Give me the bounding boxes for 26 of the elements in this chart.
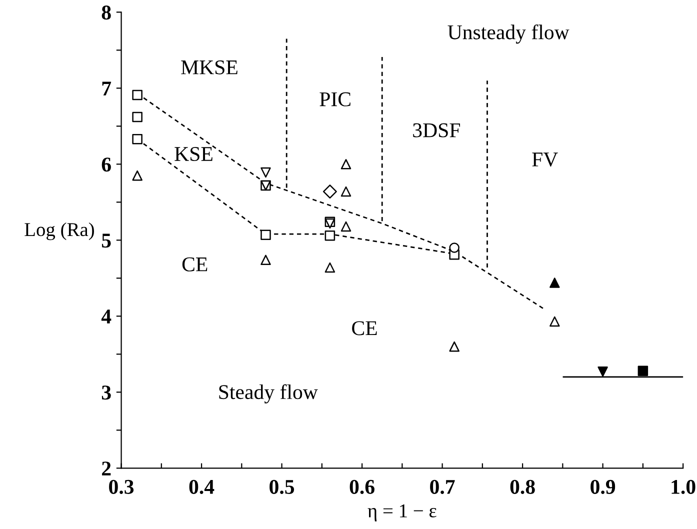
annotation: 3DSF	[413, 123, 460, 138]
x-tick-label: 0.6	[350, 480, 374, 494]
annotation: Unsteady flow	[448, 24, 570, 44]
x-tick-label: 0.7	[430, 480, 455, 494]
x-tick-label: 0.5	[270, 480, 294, 494]
x-tick-label: 0.4	[189, 480, 214, 494]
annotation: CE	[182, 257, 208, 272]
y-tick-label: 2	[102, 462, 111, 476]
x-tick-label: 1.0	[672, 480, 696, 494]
annotation: Steady flow	[219, 384, 318, 404]
x-tick-label: 0.9	[590, 480, 616, 494]
annotation: PIC	[320, 92, 350, 106]
y-tick-label: 8	[102, 6, 111, 20]
y-tick-label: 4	[101, 310, 112, 324]
y-tick-label: 6	[102, 158, 111, 172]
x-tick-label: 0.3	[109, 480, 134, 494]
y-axis-title: Log (Ra)	[24, 222, 94, 240]
annotation: CE	[352, 321, 377, 336]
y-tick-label: 3	[102, 386, 111, 400]
annotation: MKSE	[181, 60, 238, 74]
annotation: FV	[532, 152, 558, 167]
y-tick-label: 7	[102, 82, 112, 96]
x-tick-label: 0.8	[510, 480, 535, 494]
y-tick-label: 5	[102, 234, 111, 248]
x-axis-title: η = 1 − ε	[368, 504, 436, 522]
annotation: KSE	[174, 147, 212, 162]
